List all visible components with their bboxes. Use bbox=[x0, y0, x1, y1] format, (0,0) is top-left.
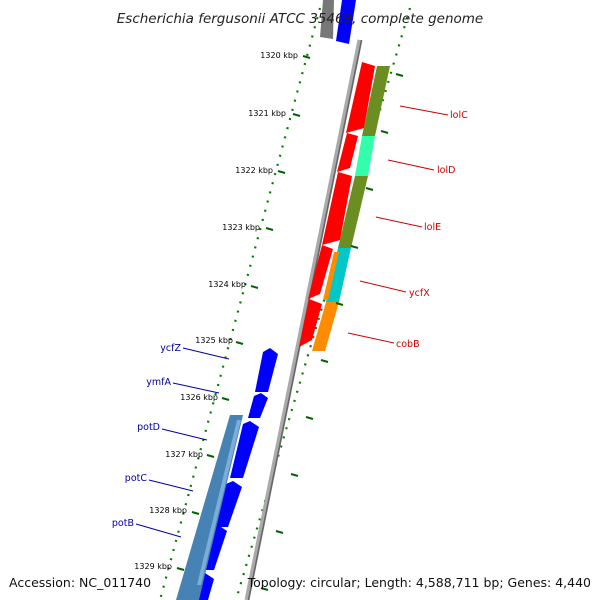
tick-1325 bbox=[235, 341, 244, 345]
gene-ymfA bbox=[248, 393, 268, 418]
tick-1326 bbox=[221, 397, 230, 401]
genome-backbone bbox=[244, 39, 363, 600]
outer-tick bbox=[290, 473, 299, 477]
gene-ycfZ bbox=[255, 348, 278, 392]
cog-ycfX-orange bbox=[323, 252, 339, 300]
tick-label-1329: 1329 kbp bbox=[134, 562, 172, 571]
gene-label-cobB: cobB bbox=[396, 339, 420, 350]
connector-potC bbox=[148, 479, 194, 492]
cog-lolD bbox=[355, 136, 375, 176]
gene-label-lolE: lolE bbox=[424, 222, 441, 233]
outer-tick bbox=[335, 302, 344, 306]
gene-lolC bbox=[346, 62, 375, 133]
tick-1327 bbox=[206, 454, 215, 458]
tick-label-1326: 1326 kbp bbox=[180, 393, 218, 402]
accession-text: Accession: NC_011740 bbox=[9, 575, 151, 590]
connector-ycfZ bbox=[182, 347, 230, 360]
cog-cobB bbox=[312, 302, 339, 351]
tick-label-1328: 1328 kbp bbox=[149, 506, 187, 515]
tick-label-1320: 1320 kbp bbox=[260, 51, 298, 60]
gene-ycfX bbox=[308, 245, 333, 299]
cog-ycfX bbox=[326, 248, 351, 302]
gene-cobB bbox=[299, 299, 322, 347]
cog-lolE bbox=[338, 176, 368, 248]
tick-1324 bbox=[250, 285, 259, 289]
tick-1321 bbox=[292, 113, 301, 117]
tick-label-1327: 1327 kbp bbox=[165, 450, 203, 459]
connector-cobB bbox=[347, 332, 395, 344]
tick-1329 bbox=[176, 567, 185, 571]
gene-label-ycfX: ycfX bbox=[409, 288, 430, 299]
gene-lolD bbox=[337, 133, 358, 172]
tick-label-1323: 1323 kbp bbox=[222, 223, 260, 232]
gene-label-lolD: lolD bbox=[437, 165, 455, 176]
gene-label-potD: potD bbox=[137, 422, 160, 433]
connector-ymfA bbox=[172, 382, 220, 394]
outer-tick bbox=[275, 530, 284, 534]
gene-label-lolC: lolC bbox=[450, 110, 468, 121]
gene-potD bbox=[230, 421, 259, 478]
outer-tick bbox=[365, 187, 374, 191]
cog-lolC bbox=[362, 66, 390, 136]
outer-dotted-ring bbox=[234, 7, 412, 600]
gene-label-ycfZ: ycfZ bbox=[160, 343, 181, 354]
outer-tick bbox=[320, 359, 329, 363]
gene-label-ymfA: ymfA bbox=[146, 377, 171, 388]
top-reverse-gene-fragment bbox=[336, 0, 356, 44]
outer-tick bbox=[350, 245, 359, 249]
outer-tick bbox=[395, 73, 404, 77]
tick-1323 bbox=[265, 227, 274, 231]
connector-lolE bbox=[375, 216, 423, 228]
top-gray-feature-fragment bbox=[320, 0, 334, 39]
cog-reverse-highlight bbox=[197, 420, 241, 585]
tick-label-1322: 1322 kbp bbox=[235, 166, 273, 175]
gene-label-potB: potB bbox=[112, 518, 134, 529]
gene-label-potC: potC bbox=[125, 473, 148, 484]
connector-lolC bbox=[399, 105, 449, 116]
gene-lolE bbox=[322, 172, 352, 245]
tick-1320 bbox=[302, 55, 311, 59]
outer-tick bbox=[305, 416, 314, 420]
tick-label-1324: 1324 kbp bbox=[208, 280, 246, 289]
connector-ycfX bbox=[359, 280, 407, 293]
outer-tick bbox=[260, 587, 269, 591]
connector-lolD bbox=[387, 159, 435, 171]
genome-summary-text: Topology: circular; Length: 4,588,711 bp… bbox=[247, 575, 591, 590]
tick-label-1325: 1325 kbp bbox=[195, 336, 233, 345]
gene-potC bbox=[214, 481, 242, 527]
connector-potD bbox=[161, 428, 208, 441]
cog-reverse-steel bbox=[176, 415, 243, 600]
tick-1328 bbox=[191, 511, 200, 515]
connector-potB bbox=[135, 523, 182, 538]
genome-title: Escherichia fergusonii ATCC 35469, compl… bbox=[117, 11, 483, 27]
outer-tick bbox=[380, 130, 389, 134]
tick-1322 bbox=[277, 170, 286, 174]
tick-label-1321: 1321 kbp bbox=[248, 109, 286, 118]
